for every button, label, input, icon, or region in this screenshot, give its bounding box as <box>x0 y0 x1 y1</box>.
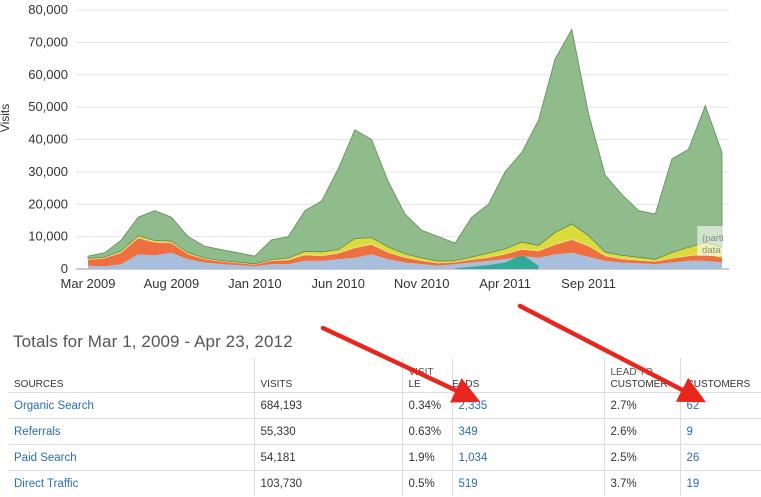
source-link[interactable]: Organic Search <box>8 392 254 419</box>
source-link[interactable]: Referrals <box>8 418 254 445</box>
y-tick-label: 40,000 <box>28 132 68 147</box>
y-tick-label: 60,000 <box>28 67 68 82</box>
area-series-4 <box>88 224 722 265</box>
y-tick-label: 0 <box>61 261 68 276</box>
column-header-visits[interactable]: VISITS <box>253 358 402 393</box>
visit-leads-cell: 0.5% <box>401 470 452 496</box>
x-tick-label: Jun 2010 <box>312 276 366 291</box>
table-row: Organic Search 684,193 0.34% 2,335 2.7% 62 <box>8 392 761 419</box>
y-axis-ticks: 0 10,000 20,000 30,000 40,000 50,000 60,000 70,… <box>28 2 68 276</box>
visit-leads-cell: 0.34% <box>401 392 452 419</box>
column-header-leads[interactable]: LEADS <box>451 358 604 393</box>
x-tick-label: Nov 2010 <box>394 276 450 291</box>
totals-header-row: SOURCES VISITS VISIT LE LEADS LEAD TO CU… <box>8 358 761 393</box>
source-link[interactable]: Paid Search <box>8 444 254 471</box>
partial-data-label: (parti <box>702 233 724 244</box>
table-row: Referrals 55,330 0.63% 349 2.6% 9 <box>8 418 761 445</box>
lead-to-customer-cell: 2.7% <box>603 392 680 419</box>
visit-leads-header-top: VISIT <box>408 367 434 378</box>
partial-data-band <box>697 226 738 256</box>
y-tick-label: 70,000 <box>28 34 68 49</box>
customers-link[interactable]: 19 <box>679 470 761 496</box>
leads-link[interactable]: 519 <box>451 470 604 496</box>
visit-leads-cell: 1.9% <box>401 444 452 471</box>
x-tick-label: Mar 2009 <box>61 276 116 291</box>
y-tick-label: 20,000 <box>28 196 68 211</box>
column-header-customers[interactable]: CUSTOMERS <box>679 358 761 393</box>
visit-leads-cell: 0.63% <box>401 418 452 445</box>
area-overlay-teal <box>455 254 539 269</box>
y-tick-label: 10,000 <box>28 229 68 244</box>
totals-title: Totals for Mar 1, 2009 - Apr 23, 2012 <box>13 332 293 351</box>
area-series-5 <box>87 28 723 265</box>
table-row: Direct Traffic 103,730 0.5% 519 3.7% 19 <box>8 470 761 496</box>
leads-link[interactable]: 1,034 <box>451 444 604 471</box>
chart-areas <box>87 28 723 269</box>
partial-data-label: data <box>702 245 721 256</box>
visits-cell: 684,193 <box>253 392 402 419</box>
x-tick-label: Apr 2011 <box>479 276 531 291</box>
area-series-2 <box>88 238 722 267</box>
lead-customer-header-bottom: CUSTOMER <box>610 379 668 390</box>
lead-to-customer-cell: 3.7% <box>603 470 680 496</box>
y-tick-label: 80,000 <box>28 2 68 17</box>
customers-link[interactable]: 9 <box>679 418 761 445</box>
customers-link[interactable]: 62 <box>679 392 761 419</box>
x-tick-label: Aug 2009 <box>144 276 200 291</box>
y-axis-label: Visits <box>0 104 12 132</box>
x-tick-label: Jan 2010 <box>228 276 282 291</box>
lead-to-customer-cell: 2.5% <box>603 444 680 471</box>
leads-link[interactable]: 349 <box>451 418 604 445</box>
source-link[interactable]: Direct Traffic <box>8 470 254 496</box>
column-header-lead-to-customer[interactable]: LEAD TO CUSTOMER <box>603 358 680 393</box>
area-series-1 <box>88 252 722 269</box>
table-row: Paid Search 54,181 1.9% 1,034 2.5% 26 <box>8 444 761 471</box>
lead-customer-header-top: LEAD TO <box>610 367 653 378</box>
column-header-visit-leads[interactable]: VISIT LE <box>401 358 452 393</box>
x-tick-label: Sep 2011 <box>561 276 616 291</box>
column-header-sources[interactable]: SOURCES <box>14 379 64 390</box>
leads-header-label: LEADS <box>452 379 480 390</box>
lead-to-customer-cell: 2.6% <box>603 418 680 445</box>
y-tick-label: 30,000 <box>28 164 68 179</box>
visits-area-chart: 0 10,000 20,000 30,000 40,000 50,000 60,000 70,… <box>0 2 738 291</box>
visit-leads-header-bottom: LE <box>408 379 421 390</box>
leads-link[interactable]: 2,335 <box>451 392 604 419</box>
visits-cell: 103,730 <box>253 470 402 496</box>
x-axis-ticks: Mar 2009 Aug 2009 Jan 2010 Jun 2010 Nov 2010… <box>61 276 616 291</box>
visits-cell: 54,181 <box>253 444 402 471</box>
totals-table: SOURCES VISITS VISIT LE LEADS LEAD TO CU… <box>8 358 761 496</box>
y-tick-label: 50,000 <box>28 99 68 114</box>
visits-cell: 55,330 <box>253 418 402 445</box>
customers-link[interactable]: 26 <box>679 444 761 471</box>
